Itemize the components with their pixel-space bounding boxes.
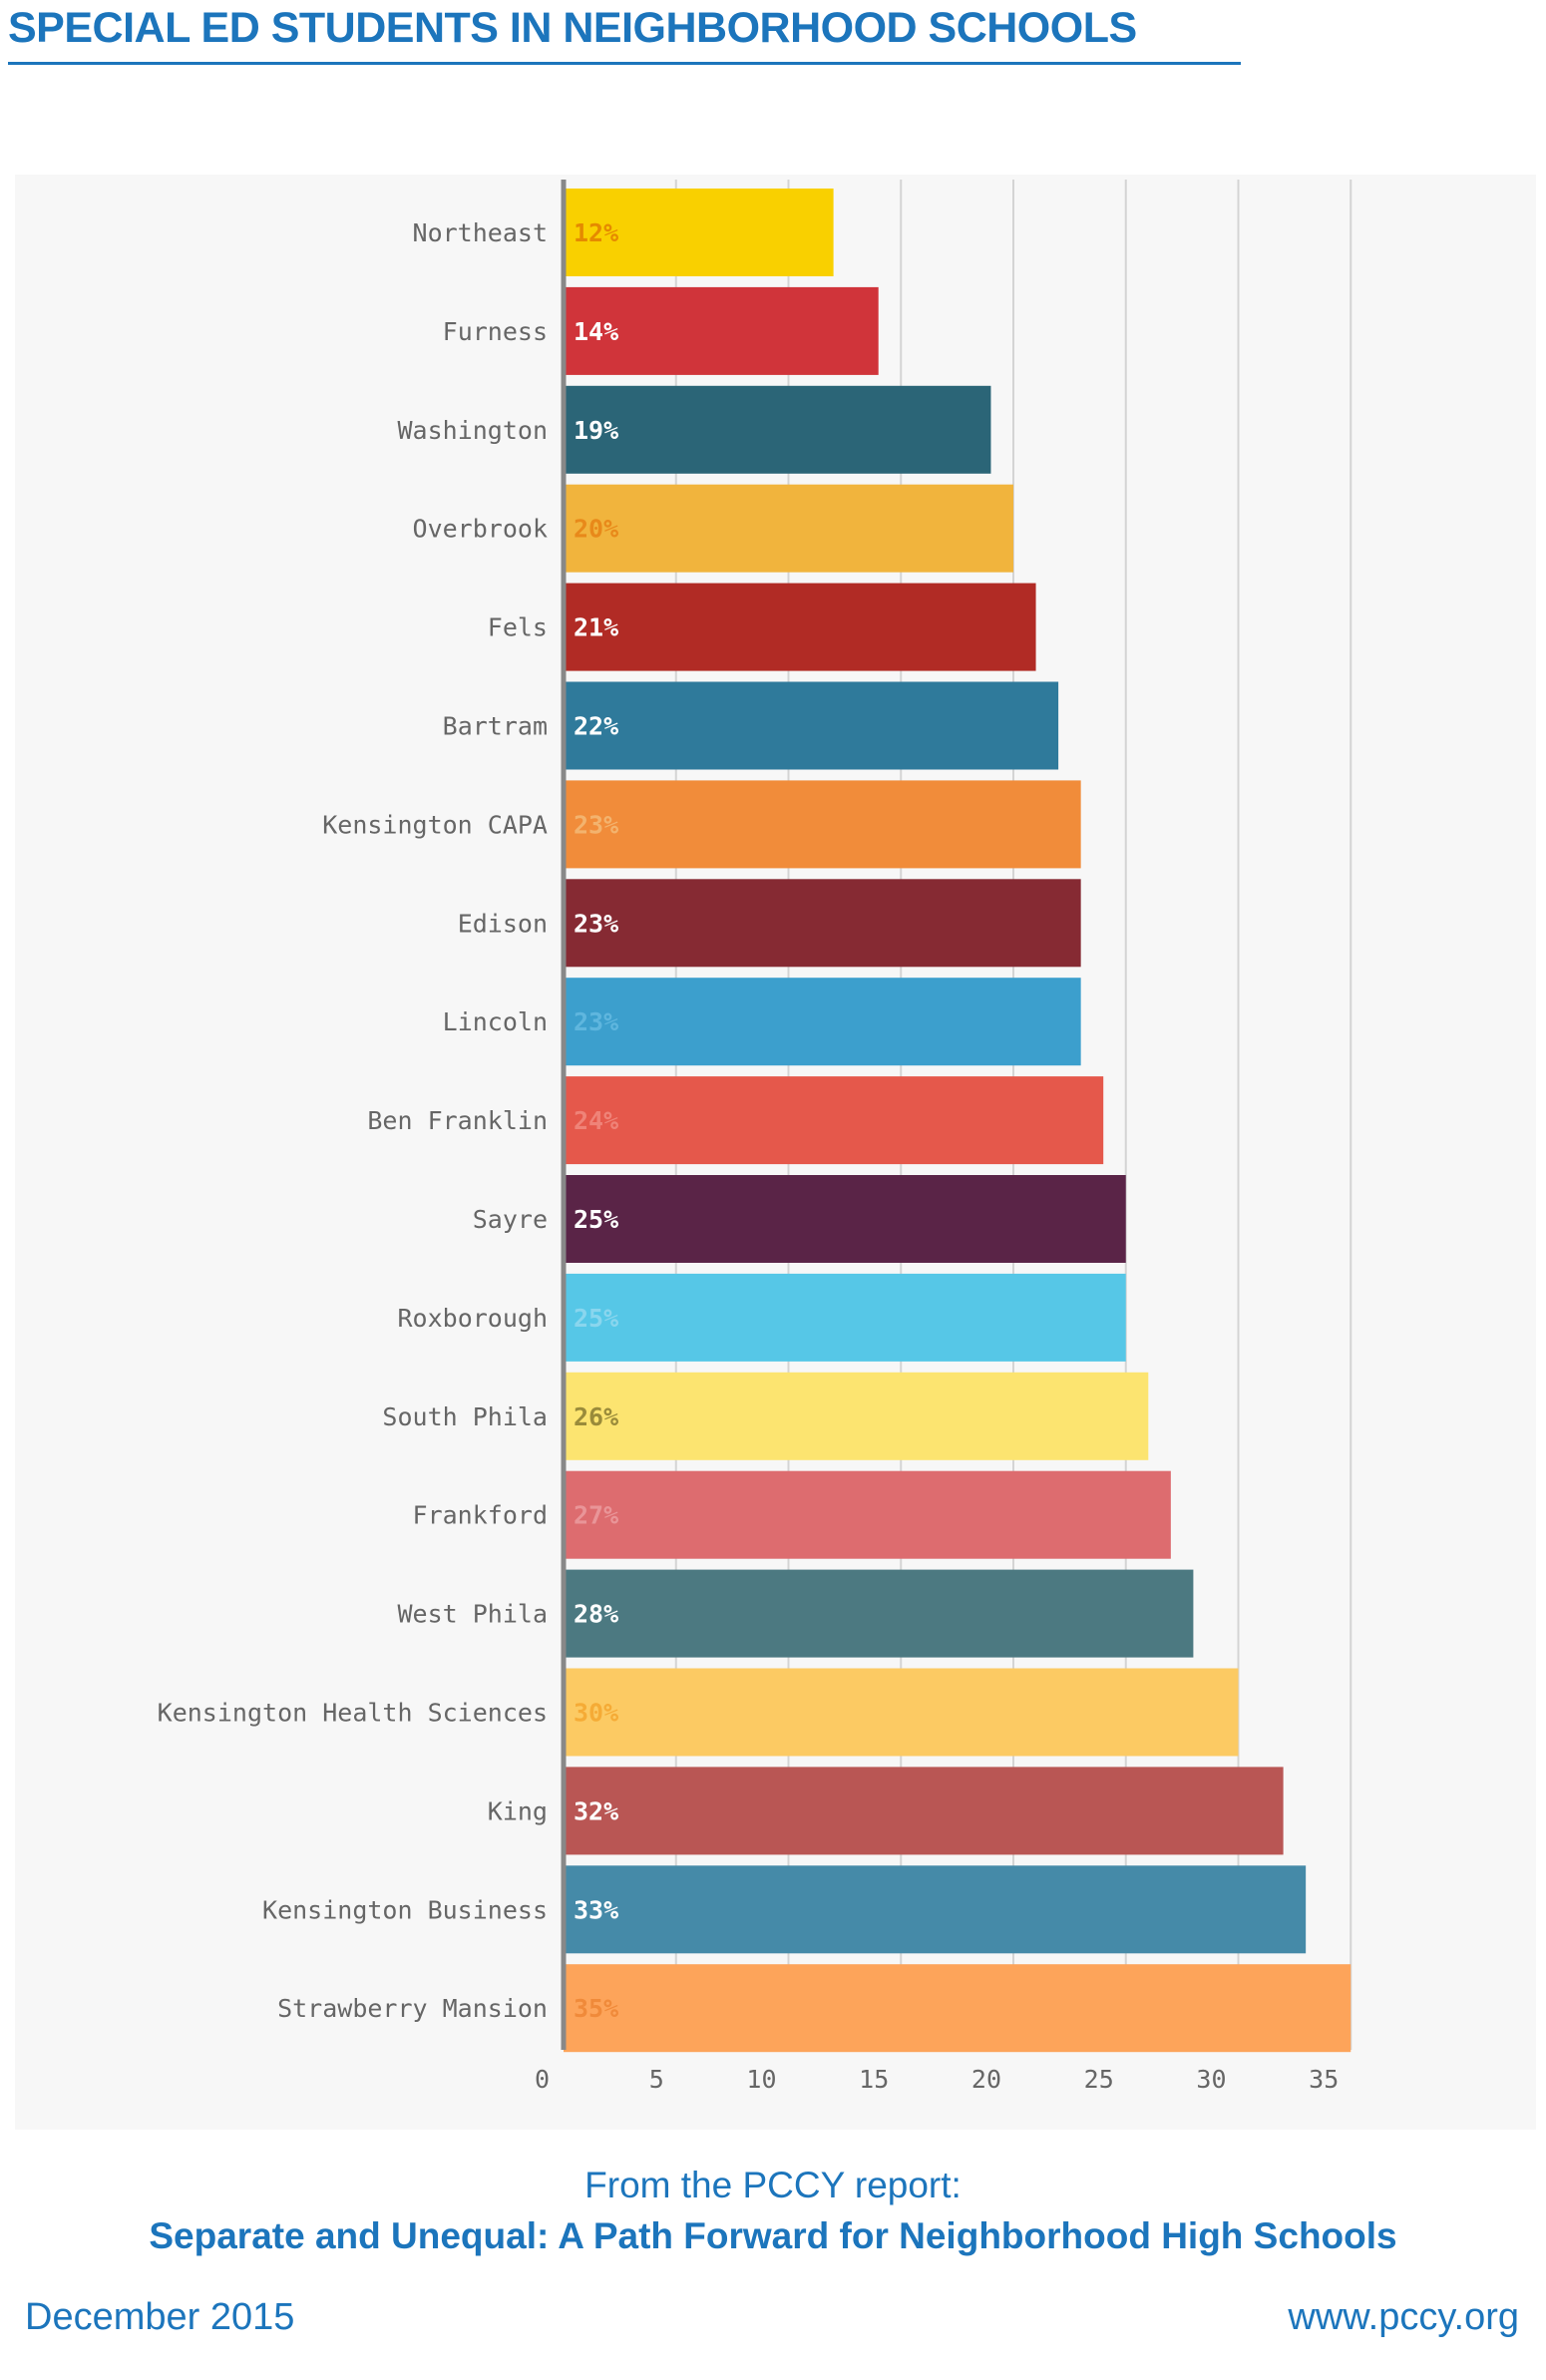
category-label: Overbrook [413,515,548,544]
source-intro: From the PCCY report: [584,2165,962,2205]
bar [564,385,991,474]
x-tick-label: 35 [1309,2065,1339,2094]
bar [564,780,1081,869]
category-label: Edison [458,909,548,938]
bar-value-label: 26% [574,1402,618,1431]
bar-value-label: 25% [574,1304,618,1333]
bar-value-label: 23% [574,1007,618,1036]
bar-value-label: 23% [574,909,618,938]
bar [564,1175,1126,1263]
bar-value-label: 19% [574,416,618,445]
bar-value-label: 22% [574,712,618,741]
category-label: Kensington Health Sciences [158,1699,548,1728]
category-label: Northeast [413,218,548,247]
bar [564,1865,1307,1954]
page-title: SPECIAL ED STUDENTS IN NEIGHBORHOOD SCHO… [8,4,1137,52]
chart-panel: 12% Northeast 14% Furness 19% Washington 20% Ov… [15,175,1536,2130]
bar-value-label: 23% [574,810,618,839]
bar-value-label: 20% [574,515,618,544]
category-label: West Phila [397,1600,548,1629]
bar [564,1668,1239,1757]
category-label: Frankford [413,1501,548,1530]
title-underline [8,62,1241,65]
category-label: Ben Franklin [367,1106,548,1135]
bar [564,1372,1149,1460]
bar-value-label: 32% [574,1796,618,1825]
x-tick-label: 20 [971,2065,1001,2094]
category-label: Kensington Business [262,1895,548,1924]
category-label: Washington [397,416,548,445]
source-report-title: Separate and Unequal: A Path Forward for… [149,2215,1397,2256]
bar-value-label: 24% [574,1106,618,1135]
bar [564,189,834,276]
bar-value-label: 12% [574,218,618,247]
bar [564,286,879,375]
x-tick-label: 5 [649,2065,664,2094]
category-label: Lincoln [443,1007,548,1036]
category-label: Strawberry Mansion [277,1994,548,2023]
bar-value-label: 35% [574,1994,618,2023]
bar-value-label: 28% [574,1600,618,1629]
category-label: Bartram [443,712,548,741]
x-tick-label: 30 [1196,2065,1226,2094]
category-label: King [488,1796,548,1825]
category-label: South Phila [382,1402,548,1431]
bar-chart: 12% Northeast 14% Furness 19% Washington 20% Ov… [158,180,1353,2094]
bar-value-label: 25% [574,1205,618,1234]
x-tick-label: 25 [1084,2065,1114,2094]
category-label: Fels [488,613,548,642]
bar-value-label: 33% [574,1895,618,1924]
bar [564,1569,1194,1658]
x-tick-label: 10 [746,2065,776,2094]
x-tick-label: 15 [859,2065,889,2094]
x-tick-label: 0 [535,2065,550,2094]
website-link[interactable]: www.pccy.org [1288,2296,1519,2338]
bar-value-label: 30% [574,1699,618,1728]
bar [564,681,1059,770]
category-label: Roxborough [397,1304,548,1333]
bar [564,978,1081,1066]
bar [564,879,1081,968]
category-label: Sayre [473,1205,548,1234]
bar-value-label: 21% [574,613,618,642]
bar [564,1470,1171,1559]
bar [564,1767,1284,1855]
bar-value-label: 14% [574,317,618,346]
bar [564,1076,1104,1165]
category-label: Kensington CAPA [322,810,548,839]
bar [564,484,1013,573]
publication-date: December 2015 [25,2296,295,2338]
bar [564,1964,1352,2053]
category-label: Furness [443,317,548,346]
bar-value-label: 27% [574,1501,618,1530]
bar [564,583,1036,671]
bar [564,1273,1126,1362]
